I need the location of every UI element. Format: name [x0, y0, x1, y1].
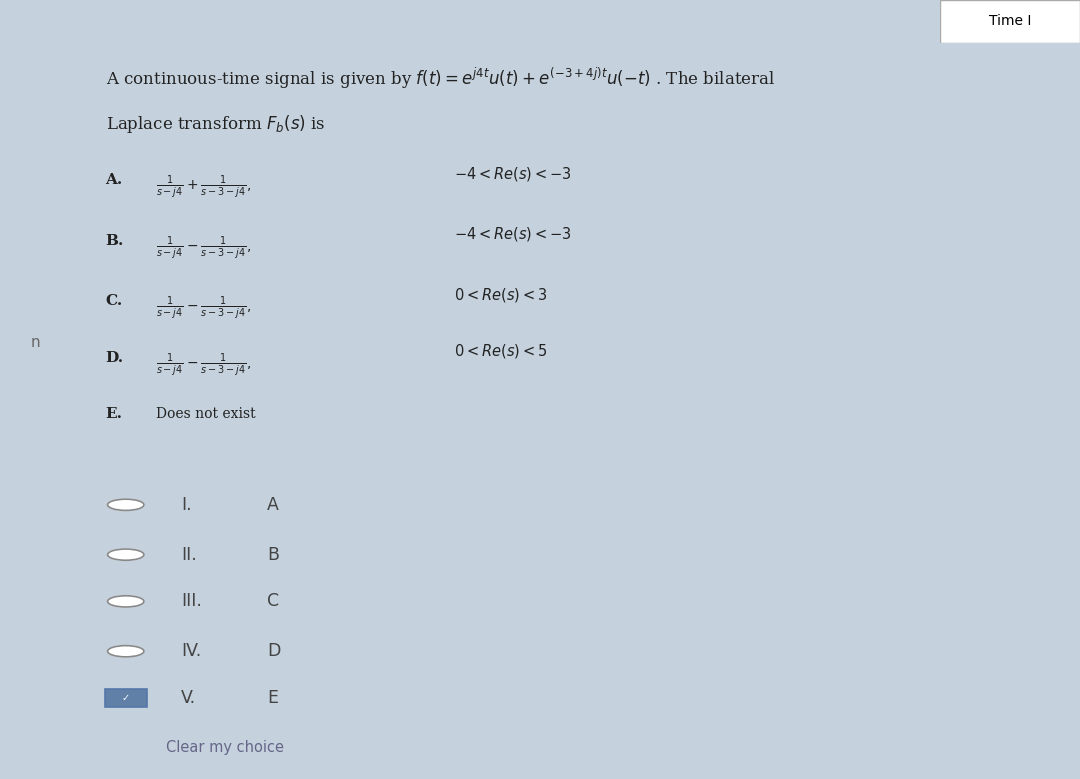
Text: n: n	[30, 335, 40, 351]
Text: B.: B.	[106, 234, 124, 248]
Text: A.: A.	[106, 174, 123, 188]
Text: $\frac{1}{s-j4}+\frac{1}{s-3-j4},$: $\frac{1}{s-j4}+\frac{1}{s-3-j4},$	[156, 174, 252, 200]
Circle shape	[108, 596, 144, 607]
Text: $0 < Re(s) < 3$: $0 < Re(s) < 3$	[454, 286, 548, 304]
Text: A: A	[267, 495, 279, 514]
Text: E: E	[267, 689, 279, 707]
Text: V.: V.	[181, 689, 197, 707]
Text: $-4 < Re(s) < -3$: $-4 < Re(s) < -3$	[454, 164, 571, 183]
Text: B: B	[267, 545, 279, 564]
Text: Does not exist: Does not exist	[156, 407, 256, 421]
Text: III.: III.	[181, 592, 202, 611]
Text: II.: II.	[181, 545, 197, 564]
Text: C.: C.	[106, 294, 123, 308]
Text: $\frac{1}{s-j4}-\frac{1}{s-3-j4},$: $\frac{1}{s-j4}-\frac{1}{s-3-j4},$	[156, 351, 252, 378]
Text: D.: D.	[106, 351, 124, 365]
FancyBboxPatch shape	[105, 689, 147, 707]
Text: I.: I.	[181, 495, 192, 514]
Circle shape	[108, 646, 144, 657]
Text: A continuous-time signal is given by $f(t) = e^{j4t}u(t) + e^{(-3+4j)t}u(-t)$ . : A continuous-time signal is given by $f(…	[106, 65, 774, 90]
Text: $-4 < Re(s) < -3$: $-4 < Re(s) < -3$	[454, 225, 571, 243]
Text: $\frac{1}{s-j4}-\frac{1}{s-3-j4},$: $\frac{1}{s-j4}-\frac{1}{s-3-j4},$	[156, 294, 252, 322]
Text: D: D	[267, 642, 281, 661]
Text: $0 < Re(s) < 5$: $0 < Re(s) < 5$	[454, 342, 548, 360]
Text: Clear my choice: Clear my choice	[166, 740, 284, 756]
Text: $\frac{1}{s-j4}-\frac{1}{s-3-j4},$: $\frac{1}{s-j4}-\frac{1}{s-3-j4},$	[156, 234, 252, 261]
Circle shape	[108, 499, 144, 510]
Text: Laplace transform $F_b(s)$ is: Laplace transform $F_b(s)$ is	[106, 113, 325, 135]
Text: E.: E.	[106, 407, 122, 421]
Circle shape	[108, 549, 144, 560]
Text: IV.: IV.	[181, 642, 202, 661]
Text: ✓: ✓	[122, 693, 130, 703]
Text: Time I: Time I	[988, 15, 1031, 28]
Text: C: C	[267, 592, 280, 611]
FancyBboxPatch shape	[940, 0, 1080, 43]
